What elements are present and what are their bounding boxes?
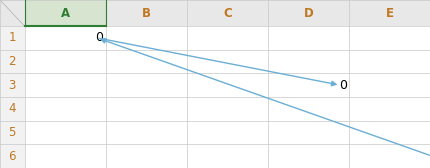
Text: B: B: [141, 7, 150, 19]
Text: A: A: [61, 7, 70, 19]
Text: 6: 6: [9, 150, 16, 163]
Text: 0: 0: [95, 31, 104, 44]
Text: 4: 4: [9, 102, 16, 115]
Text: 2: 2: [9, 55, 16, 68]
Text: C: C: [223, 7, 232, 19]
Bar: [0, 0, 430, 26]
Text: 5: 5: [9, 126, 16, 139]
Bar: [0, 0, 25, 26]
Text: D: D: [304, 7, 313, 19]
Text: 0: 0: [339, 79, 347, 92]
Bar: [25, 0, 106, 26]
Bar: [25, 26, 430, 168]
Text: 3: 3: [9, 79, 16, 92]
Text: 1: 1: [9, 31, 16, 44]
Text: E: E: [385, 7, 393, 19]
